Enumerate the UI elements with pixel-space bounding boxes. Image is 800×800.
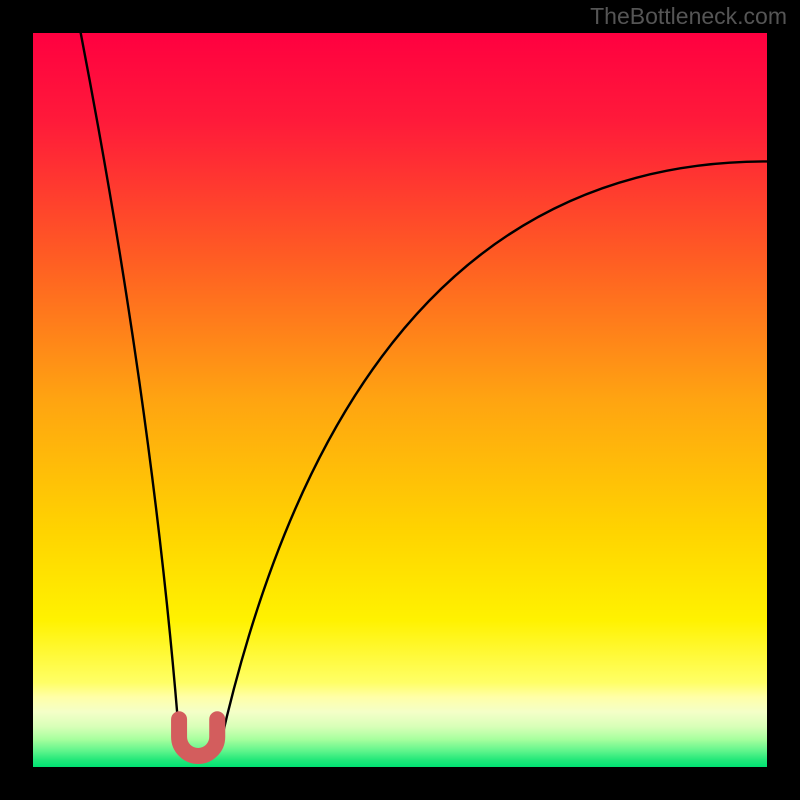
chart-container: TheBottleneck.com xyxy=(0,0,800,800)
watermark-text: TheBottleneck.com xyxy=(590,3,787,29)
bottleneck-chart: TheBottleneck.com xyxy=(0,0,800,800)
